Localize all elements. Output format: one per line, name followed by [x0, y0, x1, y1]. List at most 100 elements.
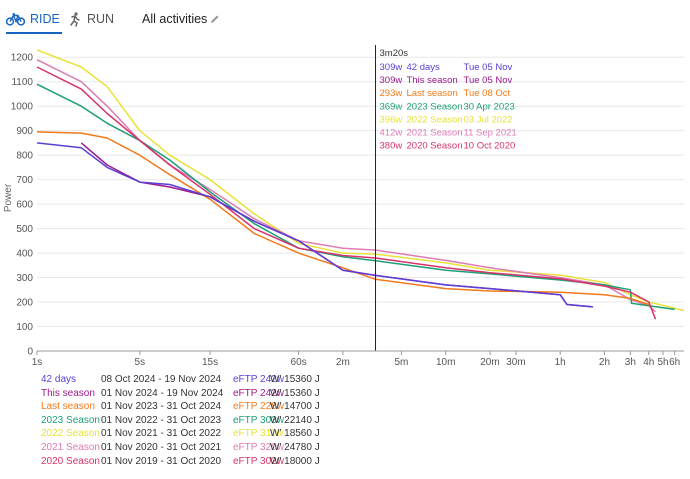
legend-date-range: 08 Oct 2024 - 19 Nov 2024 — [101, 374, 222, 385]
tooltip-date: 30 Apr 2023 — [464, 101, 515, 112]
series-line-last-season — [36, 131, 653, 309]
series-line-2022-season — [36, 49, 685, 312]
tooltip-date: 10 Oct 2020 — [464, 141, 516, 152]
legend-w-prime: W' 15360 J — [270, 374, 320, 385]
y-tick-label: 0 — [27, 347, 33, 358]
y-tick-label: 300 — [16, 273, 33, 284]
tooltip-value: 412w — [380, 128, 403, 139]
legend-w-prime: W' 14700 J — [270, 401, 320, 413]
legend-w-prime: W' 15360 J — [270, 387, 320, 399]
legend-w-prime: W' 18000 J — [270, 455, 320, 467]
y-tick-label: 1100 — [11, 77, 33, 88]
pencil-icon[interactable] — [210, 14, 220, 24]
y-tick-label: 700 — [16, 175, 33, 186]
tooltip-duration: 3m20s — [380, 48, 409, 59]
tooltip-series-name: 2022 Season — [407, 114, 463, 125]
legend-date-range: 01 Nov 2021 - 31 Oct 2022 — [101, 428, 222, 440]
y-tick-label: 600 — [16, 200, 33, 211]
legend-series-name: Last season — [41, 401, 95, 413]
legend-series-name: This season — [41, 387, 95, 399]
series-line-42-days — [36, 142, 593, 308]
y-tick-label: 400 — [16, 249, 33, 260]
x-tick-label: 2h — [599, 357, 610, 368]
activity-filter[interactable]: All activities — [142, 12, 220, 26]
y-tick-label: 500 — [16, 224, 33, 235]
legend-eftp: eFTP 320w — [233, 442, 284, 453]
x-tick-label: 2m — [336, 357, 350, 368]
legend-w-prime: W' 22140 J — [270, 414, 320, 426]
tooltip-date: 03 Jul 2022 — [464, 114, 513, 125]
activity-filter-label: All activities — [142, 12, 208, 26]
y-axis: 0 100 200 300 400 500 600 700 800 900 1000 1100 1200 — [11, 53, 34, 358]
x-tick-label: 3h — [625, 357, 636, 368]
tooltip-series-name: 2023 Season — [407, 101, 463, 112]
chart-grid — [37, 56, 684, 352]
tooltip-value: 396w — [380, 114, 403, 125]
tab-ride-label: RIDE — [30, 12, 60, 26]
legend-eftp: eFTP 242w — [233, 374, 284, 385]
x-tick-label: 1s — [32, 357, 43, 368]
top-bar: RIDE RUN All activities — [0, 0, 690, 34]
x-tick-label: 6h — [669, 357, 680, 368]
x-tick-label: 10m — [436, 357, 455, 368]
x-tick-label: 4h — [643, 357, 654, 368]
tab-ride[interactable]: RIDE — [6, 6, 62, 34]
tooltip-value: 380w — [380, 141, 403, 152]
x-tick-label: 5m — [394, 357, 408, 368]
series-line-2021-season — [36, 59, 657, 313]
x-tick-label: 5s — [135, 357, 146, 368]
tooltip-series-name: 42 days — [407, 62, 441, 73]
legend-w-prime: W' 18560 J — [270, 428, 320, 440]
legend-eftp: eFTP 311w — [233, 428, 284, 440]
bicycle-icon — [6, 13, 25, 26]
tooltip-date: Tue 05 Nov — [464, 62, 513, 73]
tooltip-date: Tue 05 Nov — [464, 75, 513, 86]
legend-date-range: 01 Nov 2020 - 31 Oct 2021 — [101, 442, 222, 453]
chart-tooltip: 3m20s 309w 42 days Tue 05 Nov 309w This seas… — [380, 48, 517, 152]
x-tick-label: 1h — [555, 357, 566, 368]
series-line-2023-season — [36, 83, 675, 311]
tooltip-value: 309w — [380, 75, 403, 86]
y-tick-label: 1200 — [11, 53, 34, 64]
y-tick-label: 200 — [16, 298, 33, 309]
legend-date-range: 01 Nov 2023 - 31 Oct 2024 — [101, 401, 222, 413]
x-tick-label: 30m — [506, 357, 525, 368]
power-curve-chart[interactable]: 3m20s 309w 42 days Tue 05 Nov 309w This seas… — [0, 40, 690, 368]
tooltip-value: 369w — [380, 101, 403, 112]
chart-series — [36, 49, 685, 320]
legend-series-name: 2023 Season — [41, 414, 100, 426]
y-tick-label: 1000 — [11, 102, 34, 113]
legend-date-range: 01 Nov 2022 - 31 Oct 2023 — [101, 414, 222, 426]
tab-run[interactable]: RUN — [68, 6, 128, 32]
x-tick-label: 20m — [480, 357, 499, 368]
tooltip-series-name: 2021 Season — [407, 128, 463, 139]
legend-w-prime: W' 24780 J — [270, 442, 320, 453]
x-tick-label: 60s — [291, 357, 307, 368]
y-tick-label: 800 — [16, 151, 33, 162]
y-axis-label: Power — [3, 183, 14, 212]
y-tick-label: 100 — [16, 322, 33, 333]
series-line-2020-season — [36, 66, 657, 320]
legend-series-name: 2021 Season — [41, 442, 100, 453]
x-tick-label: 15s — [202, 357, 218, 368]
tooltip-series-name: This season — [407, 75, 458, 86]
legend-eftp: eFTP 228w — [233, 401, 284, 413]
tooltip-date: 11 Sep 2021 — [464, 128, 517, 139]
legend-eftp: eFTP 242w — [233, 387, 284, 399]
runner-icon — [70, 11, 80, 27]
legend-date-range: 01 Nov 2019 - 31 Oct 2020 — [101, 455, 222, 467]
x-axis: 1s 5s 15s 60s 2m 5m 10m 20m 30m 1h 2h 3h 4h 5h 6h — [32, 350, 684, 368]
legend-date-range: 01 Nov 2024 - 19 Nov 2024 — [101, 387, 224, 399]
tooltip-series-name: 2020 Season — [407, 141, 463, 152]
tooltip-value: 309w — [380, 62, 403, 73]
legend-series-name: 42 days — [41, 374, 77, 385]
tab-run-label: RUN — [87, 12, 115, 26]
legend-series-name: 2022 Season — [41, 428, 100, 440]
tooltip-date: Tue 08 Oct — [464, 88, 511, 99]
legend-eftp: eFTP 303w — [233, 414, 284, 426]
legend-series-name: 2020 Season — [41, 455, 100, 467]
x-tick-label: 5h — [657, 357, 668, 368]
tooltip-value: 293w — [380, 88, 403, 99]
legend-eftp: eFTP 302w — [233, 455, 284, 467]
tooltip-series-name: Last season — [407, 88, 458, 99]
